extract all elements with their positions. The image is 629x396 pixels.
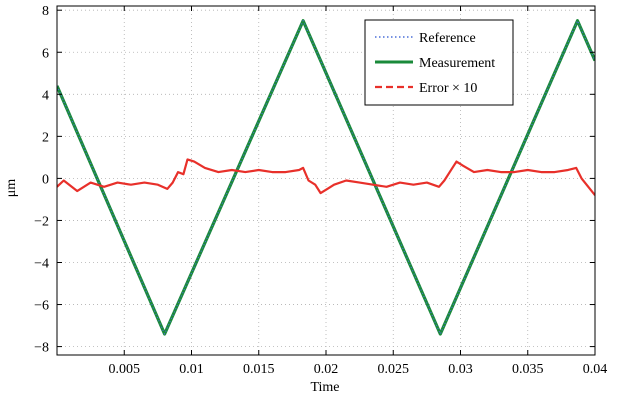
y-tick-label: 4 bbox=[42, 88, 49, 103]
x-tick-label: 0.035 bbox=[512, 362, 544, 377]
legend: Reference Measurement Error × 10 bbox=[364, 19, 514, 106]
y-tick-label: 6 bbox=[42, 46, 49, 61]
y-tick-label: −4 bbox=[34, 256, 49, 271]
legend-label: Error × 10 bbox=[419, 81, 477, 96]
y-tick-label: 0 bbox=[42, 172, 49, 187]
y-tick-label: 8 bbox=[42, 4, 49, 19]
x-tick-label: 0.015 bbox=[243, 362, 275, 377]
tick-layer: 0.005 0.01 0.015 0.02 0.025 0.03 0.035 0.04 −8 −6… bbox=[34, 4, 607, 377]
y-axis-label: μm bbox=[4, 179, 19, 198]
x-tick-label: 0.005 bbox=[109, 362, 141, 377]
series-layer bbox=[57, 19, 595, 336]
x-tick-label: 0.04 bbox=[583, 362, 608, 377]
grid-layer bbox=[57, 6, 596, 355]
y-tick-label: −6 bbox=[34, 299, 49, 314]
x-tick-label: 0.03 bbox=[448, 362, 473, 377]
legend-label: Measurement bbox=[419, 56, 495, 71]
y-tick-label: 2 bbox=[42, 130, 49, 145]
y-tick-label: −8 bbox=[34, 341, 49, 356]
series-line-error-10 bbox=[57, 158, 595, 196]
x-axis-label: Time bbox=[310, 380, 339, 395]
x-tick-label: 0.025 bbox=[378, 362, 410, 377]
series-line-measurement bbox=[57, 19, 595, 336]
legend-label: Reference bbox=[419, 31, 476, 46]
x-tick-label: 0.01 bbox=[179, 362, 204, 377]
y-tick-label: −2 bbox=[34, 214, 49, 229]
x-tick-label: 0.02 bbox=[314, 362, 339, 377]
